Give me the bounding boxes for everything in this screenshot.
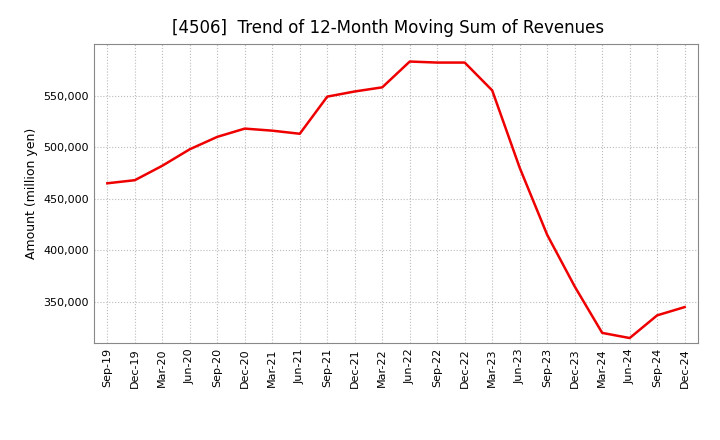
- Text: [4506]  Trend of 12-Month Moving Sum of Revenues: [4506] Trend of 12-Month Moving Sum of R…: [172, 19, 604, 37]
- Y-axis label: Amount (million yen): Amount (million yen): [24, 128, 37, 259]
